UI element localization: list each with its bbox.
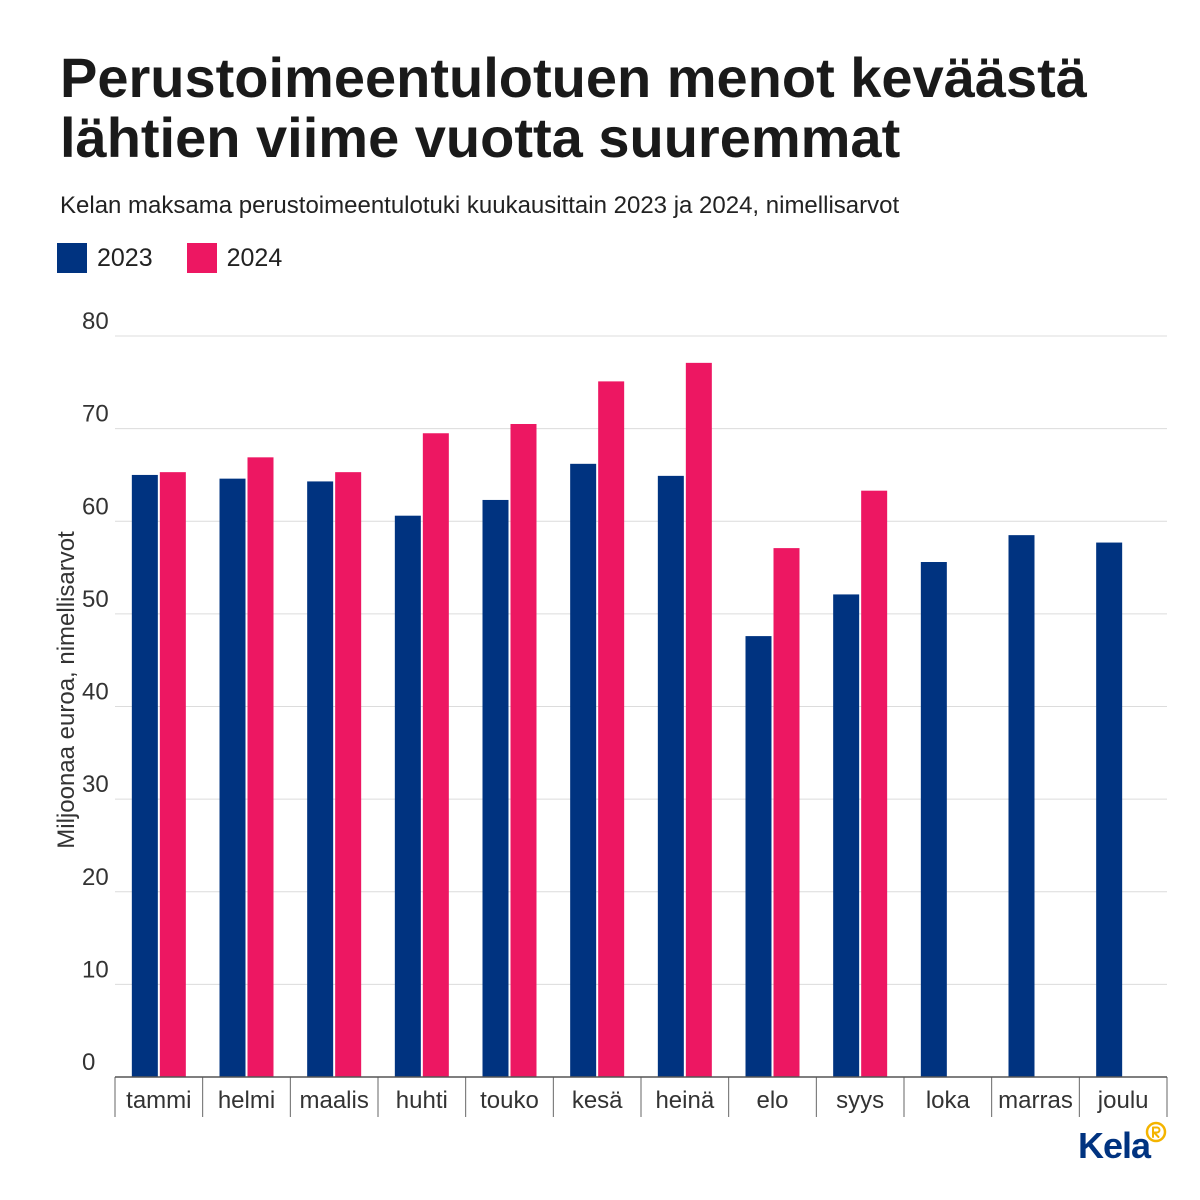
bar-2023-maalis [307,481,334,1077]
bar-2023-marras [1008,535,1035,1077]
x-tick-label-kesä: kesä [572,1087,623,1114]
legend: 2023 2024 [57,243,316,273]
legend-item-2023: 2023 [57,243,153,273]
x-tick-label-syys: syys [836,1087,884,1114]
legend-swatch-2023 [57,243,87,273]
y-tick-label-0: 0 [82,1049,95,1076]
x-tick-label-helmi: helmi [218,1087,275,1114]
emblem-mark [1152,1126,1161,1138]
bar-2023-syys [833,594,860,1077]
bar-2023-tammi [131,474,158,1077]
legend-label-2024: 2024 [226,244,283,272]
x-tick-label-elo: elo [756,1087,788,1114]
y-axis-label: Miljoonaa euroa, nimellisarvot [53,531,80,849]
bar-2024-syys [861,490,888,1078]
y-tick-label-80: 80 [82,308,109,335]
bar-2023-helmi [219,478,246,1078]
y-tick-label-60: 60 [82,493,109,520]
x-tick-label-touko: touko [480,1087,539,1114]
bar-2023-kesä [570,463,597,1077]
bar-2024-kesä [598,381,625,1078]
bar-2024-heinä [685,362,712,1078]
legend-swatch-2024 [186,243,217,273]
bar-2023-loka [920,562,947,1077]
kela-logo: Kela [1078,1125,1151,1166]
bar-2024-elo [773,548,800,1077]
bar-2023-joulu [1096,542,1123,1077]
legend-label-2023: 2023 [97,244,153,272]
legend-item-2024: 2024 [186,243,283,273]
bar-2024-helmi [247,457,274,1077]
x-tick-label-marras: marras [998,1087,1073,1114]
bar-2023-huhti [394,515,421,1077]
chart-subtitle: Kelan maksama perustoimeentulotuki kuuka… [60,192,900,219]
bar-2023-heinä [657,475,684,1077]
emblem-ring [1145,1121,1167,1143]
bar-2023-touko [482,499,509,1077]
y-tick-label-30: 30 [82,771,109,798]
y-tick-label-20: 20 [82,864,109,891]
x-tick-label-joulu: joulu [1097,1087,1149,1114]
x-tick-label-maalis: maalis [299,1087,368,1114]
y-tick-label-40: 40 [82,679,109,706]
chart-title: Perustoimeentulotuen menot keväästä läht… [60,46,1087,169]
x-tick-label-huhti: huhti [396,1087,448,1114]
bar-2024-tammi [159,472,186,1077]
bar-2023-elo [745,636,772,1077]
bar-2024-huhti [422,433,449,1078]
x-tick-label-heinä: heinä [655,1087,714,1114]
y-tick-label-70: 70 [82,401,109,428]
x-tick-label-loka: loka [926,1087,971,1114]
kela-emblem-icon [1145,1121,1167,1143]
bar-2024-touko [510,423,537,1077]
y-tick-label-50: 50 [82,586,109,613]
y-tick-label-10: 10 [82,956,109,983]
bar-2024-maalis [335,472,362,1077]
x-tick-label-tammi: tammi [126,1087,191,1114]
